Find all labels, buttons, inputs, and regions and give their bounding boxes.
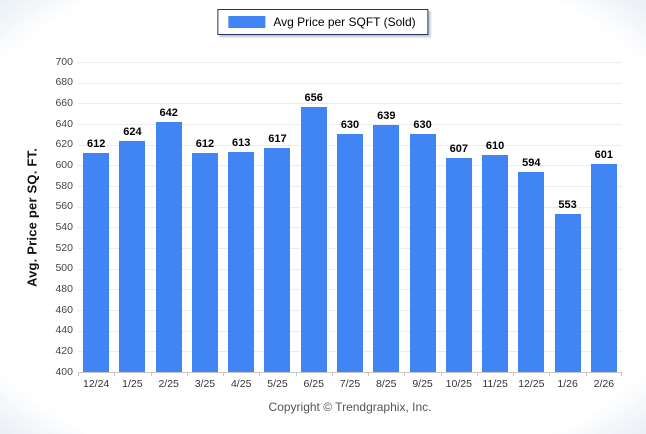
x-tick-label: 5/25: [267, 378, 288, 390]
bar: [337, 134, 363, 372]
x-axis-tick: [223, 372, 225, 376]
gridline: [78, 124, 622, 125]
x-tick-label: 2/26: [593, 378, 615, 390]
x-tick-label: 11/25: [482, 378, 508, 390]
y-tick-label: 640: [55, 117, 73, 130]
y-tick-label: 400: [55, 365, 73, 378]
x-axis-tick: [186, 372, 188, 376]
gridline: [78, 103, 622, 105]
x-tick-label: 1/25: [122, 378, 143, 390]
y-tick-label: 660: [55, 96, 73, 109]
y-tick-label: 540: [55, 220, 73, 233]
y-tick-label: 460: [55, 303, 73, 316]
x-tick-label: 9/25: [412, 378, 433, 390]
y-tick-label: 560: [55, 200, 73, 213]
bar: [155, 121, 182, 372]
x-tick-label: 3/25: [194, 378, 216, 390]
y-tick-label: 520: [55, 241, 73, 254]
bar-value-label: 630: [340, 119, 360, 132]
bar: [554, 213, 581, 372]
bar: [445, 158, 472, 372]
bar: [482, 155, 509, 372]
bar-value-label: 610: [485, 140, 505, 152]
legend-label: Avg Price per SQFT (Sold): [273, 15, 416, 29]
y-tick-label: 620: [55, 138, 73, 151]
x-axis-tick: [621, 372, 622, 376]
bar-value-label: 553: [558, 198, 577, 211]
bar-value-label: 642: [159, 106, 178, 119]
legend-swatch: [228, 16, 266, 28]
x-axis-tick: [331, 372, 333, 376]
y-tick-label: 440: [55, 324, 73, 337]
bar-value-label: 612: [195, 137, 215, 150]
y-axis-tick-labels: 400 420 440 460 480 500 520 540 560 580 600 620 640 6…: [30, 56, 73, 378]
x-axis-tick: [513, 372, 515, 376]
bar-series: 612 624 642 612 613 617 656 630 639 630 607 610 594 5…: [78, 62, 622, 372]
bar: [191, 152, 218, 372]
x-tick-label: 4/25: [230, 378, 252, 390]
x-tick-label: 2/25: [158, 378, 179, 390]
y-tick-label: 500: [55, 262, 73, 275]
plot-area: 612 624 642 612 613 617 656 630 639 630 607 610 594 5…: [78, 62, 622, 376]
x-axis-tick: [295, 372, 297, 376]
bar: [264, 147, 291, 372]
y-tick-label: 420: [55, 344, 73, 357]
x-axis-tick: [114, 372, 116, 376]
bar-value-label: 624: [123, 125, 142, 138]
x-axis-tick: [440, 372, 442, 376]
bar-value-label: 617: [268, 132, 287, 145]
gridline: [78, 62, 622, 63]
bar: [409, 134, 436, 372]
x-axis-tick: [150, 372, 152, 376]
y-tick-label: 700: [55, 55, 73, 68]
legend: Avg Price per SQFT (Sold): [217, 9, 429, 35]
bar-value-label: 639: [377, 110, 396, 123]
bar-value-label: 594: [522, 156, 541, 169]
bar-value-label: 607: [449, 143, 468, 156]
y-tick-label: 480: [55, 282, 73, 295]
bar-value-label: 656: [304, 92, 323, 105]
x-tick-label: 7/25: [339, 378, 361, 390]
x-axis-tick: [404, 372, 406, 376]
x-axis-tick: [476, 372, 478, 376]
y-tick-label: 580: [55, 179, 73, 192]
x-tick-label: 12/25: [518, 378, 545, 390]
x-axis-tick: [78, 372, 79, 376]
x-tick-label: 8/25: [376, 378, 397, 390]
bar-value-label: 612: [86, 137, 106, 150]
x-tick-label: 10/25: [445, 378, 472, 390]
x-tick-label: 12/24: [83, 378, 110, 390]
x-axis-tick-labels: 12/24 1/25 2/25 3/25 4/25 5/25 6/25 7/25 8/25 9/2…: [78, 378, 622, 392]
y-tick-label: 680: [55, 76, 73, 89]
bar: [590, 164, 617, 372]
bar: [300, 107, 327, 372]
x-axis-tick: [368, 372, 370, 376]
x-axis-tick: [585, 372, 587, 376]
x-axis-tick: [259, 372, 261, 376]
x-tick-label: 1/26: [557, 378, 578, 390]
y-tick-label: 600: [55, 158, 73, 171]
bar: [228, 151, 255, 372]
copyright-text: Copyright © Trendgraphix, Inc.: [268, 400, 432, 414]
bar: [518, 171, 545, 372]
bar: [373, 125, 400, 372]
x-axis-ticks: [78, 62, 622, 376]
bar-value-label: 601: [594, 149, 614, 162]
bar-value-label: 630: [413, 119, 432, 132]
bar-value-label: 613: [232, 136, 251, 149]
x-axis-tick: [549, 372, 551, 376]
x-tick-label: 6/25: [303, 378, 324, 390]
bar: [119, 140, 146, 372]
gridline: [78, 82, 622, 84]
bar: [83, 152, 110, 372]
